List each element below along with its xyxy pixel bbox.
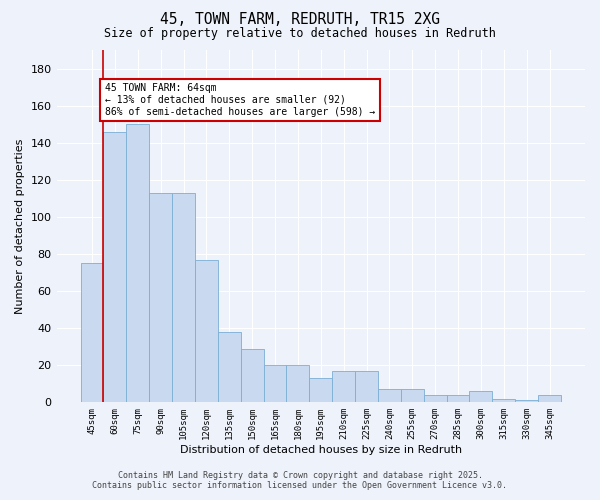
Bar [263, 365, 286, 403]
Bar [218, 332, 241, 402]
Bar [241, 348, 263, 403]
Bar [332, 371, 355, 402]
Bar [538, 395, 561, 402]
Bar [424, 395, 446, 402]
Bar [103, 132, 127, 402]
X-axis label: Distribution of detached houses by size in Redruth: Distribution of detached houses by size … [180, 445, 462, 455]
Bar [515, 400, 538, 402]
Bar [286, 365, 310, 403]
Bar [401, 390, 424, 402]
Bar [195, 260, 218, 402]
Text: 45, TOWN FARM, REDRUTH, TR15 2XG: 45, TOWN FARM, REDRUTH, TR15 2XG [160, 12, 440, 28]
Bar [469, 391, 493, 402]
Bar [80, 264, 103, 402]
Text: Contains HM Land Registry data © Crown copyright and database right 2025.
Contai: Contains HM Land Registry data © Crown c… [92, 470, 508, 490]
Bar [172, 193, 195, 402]
Bar [493, 398, 515, 402]
Bar [310, 378, 332, 402]
Bar [149, 193, 172, 402]
Bar [378, 390, 401, 402]
Y-axis label: Number of detached properties: Number of detached properties [15, 138, 25, 314]
Bar [446, 395, 469, 402]
Text: Size of property relative to detached houses in Redruth: Size of property relative to detached ho… [104, 28, 496, 40]
Bar [355, 371, 378, 402]
Text: 45 TOWN FARM: 64sqm
← 13% of detached houses are smaller (92)
86% of semi-detach: 45 TOWN FARM: 64sqm ← 13% of detached ho… [104, 84, 375, 116]
Bar [127, 124, 149, 402]
